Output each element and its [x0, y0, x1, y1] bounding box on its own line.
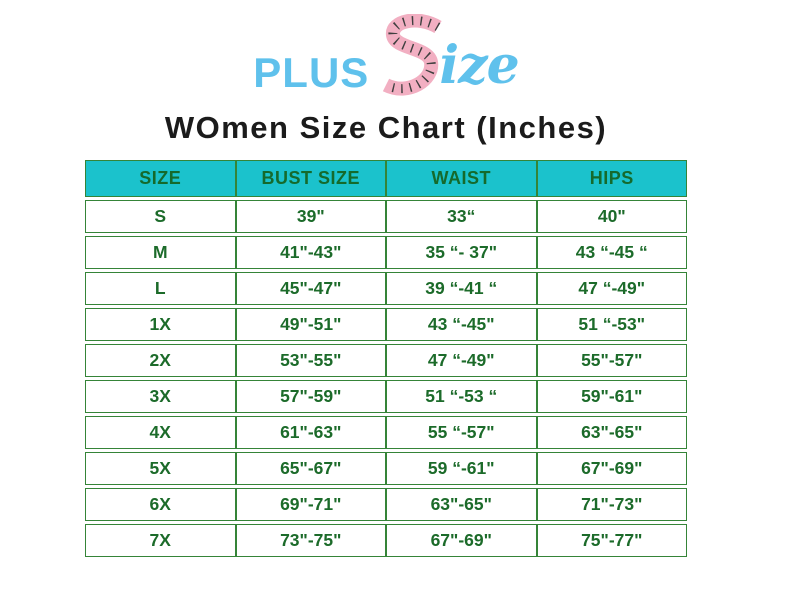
cell-bust: 39" — [235, 200, 386, 233]
plus-size-logo: PLUS ize — [253, 12, 520, 100]
cell-hips: 67"-69" — [536, 452, 687, 485]
table-row: S 39" 33“ 40" — [85, 200, 687, 233]
table-row: M 41"-43" 35 “- 37" 43 “-45 “ — [85, 236, 687, 269]
table-row: 6X 69"-71" 63"-65" 71"-73" — [85, 488, 687, 521]
cell-size: L — [85, 272, 236, 305]
cell-hips: 55"-57" — [536, 344, 687, 377]
cell-size: 4X — [85, 416, 236, 449]
tape-measure-s-icon — [383, 14, 442, 96]
logo-text-plus: PLUS — [253, 49, 370, 96]
table-row: 1X 49"-51" 43 “-45" 51 “-53" — [85, 308, 687, 341]
table-row: 7X 73"-75" 67"-69" 75"-77" — [85, 524, 687, 557]
cell-waist: 63"-65" — [386, 488, 537, 521]
cell-bust: 41"-43" — [235, 236, 386, 269]
cell-bust: 61"-63" — [235, 416, 386, 449]
cell-size: S — [85, 200, 236, 233]
cell-waist: 33“ — [386, 200, 537, 233]
cell-waist: 43 “-45" — [386, 308, 537, 341]
cell-hips: 71"-73" — [536, 488, 687, 521]
cell-bust: 45"-47" — [235, 272, 386, 305]
cell-waist: 67"-69" — [386, 524, 537, 557]
table-header-row: SIZE BUST SIZE WAIST HIPS — [85, 160, 687, 197]
cell-hips: 40" — [536, 200, 687, 233]
cell-size: 3X — [85, 380, 236, 413]
cell-size: M — [85, 236, 236, 269]
size-chart-page: PLUS ize WOmen Size Chart (Inches) SIZE … — [85, 8, 687, 560]
cell-hips: 59"-61" — [536, 380, 687, 413]
table-row: 2X 53"-55" 47 “-49" 55"-57" — [85, 344, 687, 377]
cell-size: 2X — [85, 344, 236, 377]
cell-hips: 47 “-49" — [536, 272, 687, 305]
table-row: 4X 61"-63" 55 “-57" 63"-65" — [85, 416, 687, 449]
cell-bust: 73"-75" — [235, 524, 386, 557]
cell-waist: 35 “- 37" — [386, 236, 537, 269]
logo-text-ize: ize — [439, 35, 519, 96]
cell-waist: 47 “-49" — [386, 344, 537, 377]
cell-size: 5X — [85, 452, 236, 485]
table-row: L 45"-47" 39 “-41 “ 47 “-49" — [85, 272, 687, 305]
cell-hips: 43 “-45 “ — [536, 236, 687, 269]
page-title: WOmen Size Chart (Inches) — [164, 110, 608, 145]
column-header-bust: BUST SIZE — [235, 160, 386, 197]
column-header-waist: WAIST — [386, 160, 537, 197]
cell-waist: 59 “-61" — [386, 452, 537, 485]
cell-bust: 57"-59" — [235, 380, 386, 413]
cell-size: 6X — [85, 488, 236, 521]
column-header-hips: HIPS — [536, 160, 687, 197]
table-row: 3X 57"-59" 51 “-53 “ 59"-61" — [85, 380, 687, 413]
cell-bust: 69"-71" — [235, 488, 386, 521]
cell-hips: 75"-77" — [536, 524, 687, 557]
cell-bust: 49"-51" — [235, 308, 386, 341]
table-row: 5X 65"-67" 59 “-61" 67"-69" — [85, 452, 687, 485]
size-chart-table: SIZE BUST SIZE WAIST HIPS S 39" 33“ 40" … — [85, 157, 687, 560]
cell-hips: 63"-65" — [536, 416, 687, 449]
cell-bust: 65"-67" — [235, 452, 386, 485]
column-header-size: SIZE — [85, 160, 236, 197]
cell-waist: 55 “-57" — [386, 416, 537, 449]
cell-hips: 51 “-53" — [536, 308, 687, 341]
cell-bust: 53"-55" — [235, 344, 386, 377]
cell-size: 7X — [85, 524, 236, 557]
cell-size: 1X — [85, 308, 236, 341]
cell-waist: 51 “-53 “ — [386, 380, 537, 413]
cell-waist: 39 “-41 “ — [386, 272, 537, 305]
